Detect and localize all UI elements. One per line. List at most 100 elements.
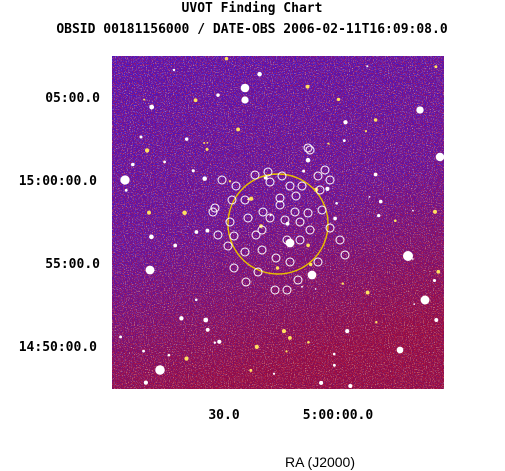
source-marker <box>240 247 250 257</box>
x-tick-label: 5:00:00.0 <box>303 408 374 423</box>
faint-star <box>228 180 232 183</box>
source-marker <box>303 208 313 218</box>
faint-star <box>287 335 292 340</box>
source-marker <box>223 241 233 251</box>
faint-star <box>413 303 416 305</box>
faint-star <box>202 176 207 181</box>
faint-star <box>335 201 338 205</box>
bright-star <box>403 251 413 261</box>
faint-star <box>119 335 123 339</box>
bright-star <box>240 83 250 93</box>
faint-star <box>314 288 317 290</box>
faint-star <box>182 210 187 216</box>
faint-star <box>216 93 220 97</box>
faint-star <box>205 147 209 151</box>
x-axis-label: RA (J2000) <box>285 454 355 470</box>
source-marker <box>265 213 275 223</box>
faint-star <box>365 290 370 295</box>
source-marker <box>340 250 350 260</box>
faint-star <box>336 97 341 102</box>
source-marker <box>305 225 315 235</box>
faint-star <box>434 65 438 69</box>
source-marker <box>305 145 315 155</box>
faint-star <box>285 221 290 226</box>
faint-star <box>254 344 259 350</box>
sky-image <box>112 56 444 389</box>
faint-star <box>412 258 414 260</box>
source-marker <box>282 285 292 295</box>
faint-star <box>194 298 198 302</box>
faint-star <box>236 127 241 132</box>
source-marker <box>241 277 251 287</box>
source-marker <box>253 267 263 277</box>
faint-star <box>436 269 441 274</box>
faint-star <box>203 317 209 323</box>
chart-subtitle: OBSID 00181156000 / DATE-OBS 2006-02-11T… <box>56 22 448 37</box>
faint-star <box>302 169 306 173</box>
source-marker <box>291 191 301 201</box>
source-marker <box>229 263 239 273</box>
faint-star <box>149 104 155 110</box>
faint-star <box>124 188 128 192</box>
star-field <box>119 56 444 389</box>
faint-star <box>307 341 310 344</box>
source-marker <box>297 181 307 191</box>
faint-star <box>205 327 210 332</box>
source-marker <box>293 275 303 285</box>
faint-star <box>179 316 184 321</box>
source-marker <box>320 165 330 175</box>
faint-star <box>309 262 313 267</box>
source-marker <box>213 230 223 240</box>
faint-star <box>378 199 383 204</box>
faint-star <box>217 339 222 344</box>
faint-star <box>173 243 178 248</box>
faint-star <box>368 196 371 198</box>
faint-star <box>412 209 414 212</box>
source-marker <box>257 245 267 255</box>
faint-star <box>275 266 280 270</box>
faint-star <box>224 56 229 61</box>
source-marker <box>217 175 227 185</box>
source-marker <box>315 185 325 195</box>
bright-star <box>396 346 404 354</box>
faint-star <box>377 213 381 218</box>
source-marker <box>295 235 305 245</box>
bright-star <box>416 106 424 114</box>
source-marker <box>277 171 287 181</box>
faint-star <box>194 230 199 234</box>
source-marker <box>325 175 335 185</box>
faint-star <box>249 196 254 201</box>
faint-star <box>325 186 330 191</box>
source-marker <box>290 207 300 217</box>
faint-star <box>332 363 336 367</box>
faint-star <box>332 352 336 356</box>
y-tick-label: 14:50:00.0 <box>19 340 97 355</box>
faint-star <box>343 120 348 125</box>
faint-star <box>281 329 287 334</box>
faint-star <box>327 142 330 145</box>
faint-star <box>375 321 378 324</box>
faint-star <box>285 350 288 353</box>
faint-star <box>366 65 369 68</box>
source-marker <box>250 170 260 180</box>
faint-star <box>373 172 378 177</box>
bright-star <box>120 175 130 185</box>
faint-star <box>333 216 337 221</box>
source-marker <box>313 171 323 181</box>
faint-star <box>205 228 210 233</box>
faint-star <box>348 383 353 389</box>
source-marker <box>285 181 295 191</box>
source-marker <box>270 285 280 295</box>
faint-star <box>184 137 189 141</box>
faint-star <box>306 243 310 248</box>
faint-star <box>131 162 135 167</box>
faint-star <box>301 285 303 288</box>
faint-star <box>249 368 253 372</box>
source-marker <box>285 257 295 267</box>
source-marker <box>243 213 253 223</box>
faint-star <box>149 234 154 240</box>
faint-star <box>432 278 437 283</box>
source-marker <box>208 207 218 217</box>
x-tick-label: 30.0 <box>208 408 239 423</box>
faint-star <box>163 160 167 164</box>
